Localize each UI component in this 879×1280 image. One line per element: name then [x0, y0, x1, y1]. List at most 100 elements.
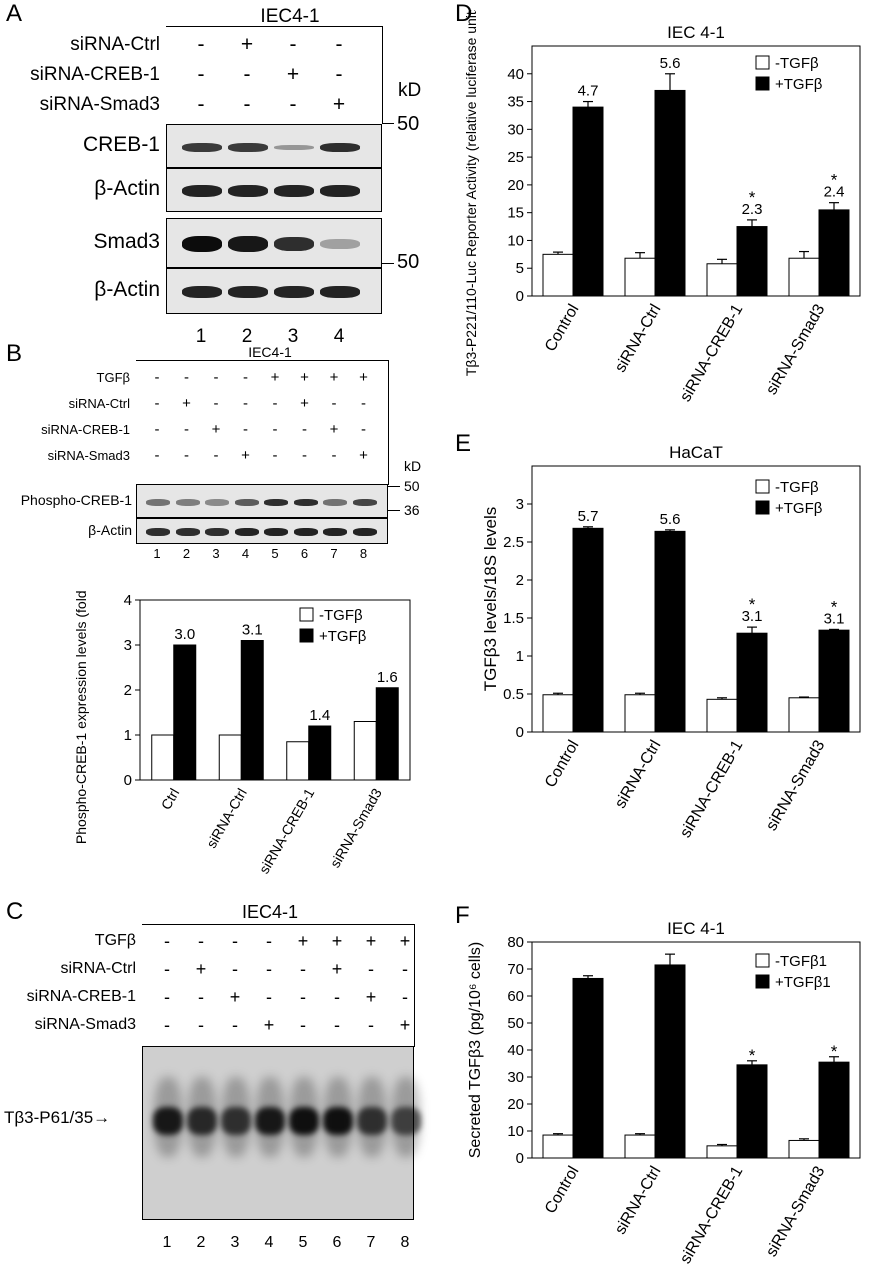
- western-blot-strip: [136, 518, 388, 544]
- blot-band: [323, 498, 347, 506]
- treatment-sign: +: [182, 395, 191, 412]
- fold-change-label: 5.6: [660, 511, 681, 528]
- blot-band: [264, 528, 288, 536]
- blot-band: [182, 286, 222, 298]
- bar-plus-tgfb: [818, 629, 850, 733]
- lane-number: 6: [300, 546, 309, 561]
- gel-band: [391, 1107, 421, 1135]
- lane-number: 3: [212, 546, 220, 561]
- category-label: siRNA-Ctrl: [612, 302, 664, 376]
- chart-title: IEC 4-1: [667, 23, 725, 42]
- y-tick-label: 1: [516, 648, 524, 665]
- y-tick-label: 1.5: [503, 610, 524, 627]
- bar-minus-tgfb: [788, 257, 820, 297]
- panel-a-title: IEC4-1: [260, 6, 320, 27]
- blot-label: Phospho-CREB-1: [20, 492, 132, 508]
- treatment-sign: -: [213, 369, 219, 386]
- treatment-sign: +: [211, 421, 221, 438]
- arrow-right-icon: →: [93, 1108, 111, 1127]
- gel-smear: [324, 1077, 352, 1157]
- category-label: Control: [542, 302, 583, 355]
- treatment-sign: -: [184, 421, 189, 438]
- y-tick-label: 0: [516, 1150, 524, 1167]
- bar-plus-tgfb: [308, 725, 332, 781]
- category-label: Ctrl: [158, 786, 183, 813]
- panel-b-marker-tick-50: [388, 486, 400, 487]
- treatment-sign: +: [399, 931, 411, 951]
- blot-label: β-Actin: [94, 177, 160, 200]
- fold-change-label: 3.0: [174, 626, 195, 643]
- category-label: siRNA-Ctrl: [612, 738, 664, 812]
- plot-frame: [531, 465, 861, 733]
- fold-change-label: 1.4: [309, 707, 330, 724]
- blot-band: [274, 144, 314, 150]
- panel-b-marker-36: 36: [404, 502, 420, 518]
- treatment-sign: +: [359, 369, 368, 386]
- treatment-sign: +: [332, 93, 346, 116]
- gel-band: [187, 1107, 217, 1135]
- y-tick-label: 15: [507, 205, 524, 222]
- bar-plus-tgfb: [818, 209, 850, 297]
- treatment-sign: -: [368, 1015, 374, 1035]
- blot-band: [320, 239, 360, 249]
- fold-change-label: 3.1: [824, 610, 845, 627]
- legend-swatch: [755, 76, 770, 91]
- panel-d-letter: D: [455, 0, 473, 27]
- bar-plus-tgfb: [572, 977, 604, 1159]
- treatment-row-label: siRNA-Smad3: [39, 94, 160, 115]
- y-tick-label: 20: [507, 177, 524, 194]
- bar-plus-tgfb: [240, 640, 264, 781]
- panel-d-bar-chart: IEC 4-1 0 5 10 15 20 25 30 35 40 Tβ3-P221/110-Luc …: [463, 10, 861, 405]
- bar-plus-tgfb: [736, 1064, 768, 1159]
- treatment-sign: -: [368, 959, 374, 979]
- y-tick-label: 2: [516, 572, 524, 589]
- treatment-sign: -: [164, 987, 170, 1007]
- category-label: siRNA-Smad3: [327, 785, 385, 870]
- gel-band: [221, 1107, 251, 1135]
- bar-plus-tgfb: [818, 1061, 850, 1159]
- bar-minus-tgfb: [542, 1134, 574, 1159]
- treatment-sign: +: [286, 63, 300, 86]
- significance-star: *: [831, 171, 838, 190]
- treatment-sign: -: [164, 931, 170, 951]
- gel-band: [323, 1107, 353, 1135]
- panel-c-title: IEC4-1: [241, 902, 299, 922]
- blot-label: β-Actin: [94, 278, 160, 301]
- legend-label: -TGFβ: [775, 479, 819, 496]
- category-label: siRNA-Smad3: [763, 1163, 828, 1259]
- y-tick-label: 70: [507, 961, 524, 978]
- y-tick-label: 3: [516, 496, 524, 513]
- legend-label: +TGFβ1: [775, 974, 831, 991]
- treatment-sign: +: [300, 395, 309, 412]
- blot-band: [234, 528, 259, 536]
- bar-minus-tgfb: [624, 694, 656, 733]
- y-tick-label: 50: [507, 1015, 524, 1032]
- treatment-sign: -: [289, 33, 297, 56]
- treatment-sign: -: [402, 959, 408, 979]
- treatment-sign: +: [365, 987, 377, 1007]
- legend-swatch: [755, 479, 770, 494]
- lane-number: 4: [264, 1234, 274, 1251]
- bar-plus-tgfb: [375, 687, 399, 781]
- bar-minus-tgfb: [706, 263, 738, 297]
- treatment-sign: -: [243, 369, 248, 386]
- fold-change-label: 2.3: [742, 201, 763, 218]
- blot-band: [228, 286, 268, 298]
- y-tick-label: 80: [507, 934, 524, 951]
- treatment-sign: -: [334, 987, 340, 1007]
- y-tick-label: 2.5: [503, 534, 524, 551]
- legend-label: +TGFβ: [775, 76, 823, 93]
- treatment-sign: -: [232, 1015, 238, 1035]
- lane-number: 1: [195, 326, 207, 347]
- blot-band: [274, 237, 314, 251]
- panel-a-marker-tick-top: [382, 123, 394, 124]
- lane-number: 1: [153, 546, 161, 561]
- blot-band: [320, 142, 360, 152]
- blot-label: CREB-1: [82, 133, 160, 156]
- blot-band: [274, 185, 314, 197]
- panel-f-bar-chart: IEC 4-1 0 10 20 30 40 50 60 70 80 Secreted TGFβ3 (…: [467, 919, 861, 1267]
- chart-title: IEC 4-1: [667, 919, 725, 938]
- treatment-sign: -: [164, 1015, 170, 1035]
- panel-a-letter: A: [6, 0, 23, 27]
- treatment-sign: +: [329, 421, 339, 438]
